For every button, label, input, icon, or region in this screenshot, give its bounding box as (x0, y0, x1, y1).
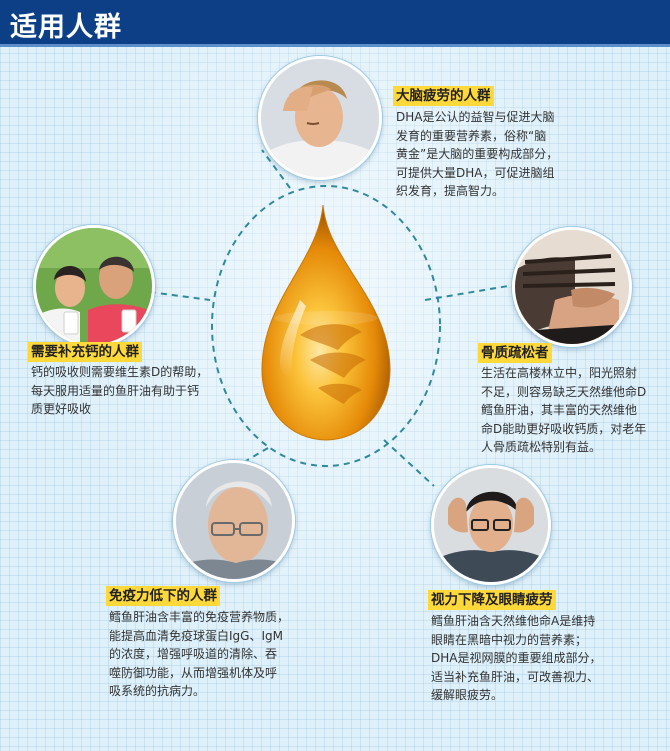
vision-title: 视力下降及眼睛疲劳 (428, 590, 556, 610)
brain-fatigue-desc: DHA是公认的益智与促进大脑 发育的重要营养素，俗称“脑 黄金”是大脑的重要构成… (396, 110, 559, 198)
immunity-title: 免疫力低下的人群 (106, 586, 220, 606)
photo-calcium-couple (33, 225, 155, 347)
section-header: 适用人群 (0, 0, 670, 44)
photo-eye-strain (431, 465, 551, 585)
bone-desc: 生活在高楼林立中，阳光照射 不足，则容易缺乏天然维他命D 鳕鱼肝油，其丰富的天然… (481, 366, 647, 454)
brain-fatigue-title: 大脑疲劳的人群 (393, 86, 494, 106)
photo-back-pain (512, 227, 632, 347)
calcium-title: 需要补充钙的人群 (28, 342, 142, 362)
dashed-ring (211, 185, 441, 467)
fish-silhouette-icon (300, 324, 366, 404)
section-title: 适用人群 (10, 12, 122, 43)
bone-title: 骨质疏松者 (478, 343, 552, 363)
header-rule (0, 44, 670, 47)
calcium-desc: 钙的吸收则需要维生素D的帮助， 每天服用适量的鱼肝油有助于钙 质更好吸收 (31, 365, 209, 416)
vision-desc: 鳕鱼肝油含天然维他命A是维持 眼睛在黑暗中视力的营养素； DHA是视网膜的重要组… (431, 614, 602, 702)
oil-drop (261, 204, 391, 441)
immunity-desc: 鳕鱼肝油含丰富的免疫营养物质， 能提高血清免疫球蛋白IgG、IgM 的浓度，增强… (109, 610, 290, 698)
photo-brain-fatigue (258, 56, 382, 180)
photo-elderly-man (173, 460, 295, 582)
